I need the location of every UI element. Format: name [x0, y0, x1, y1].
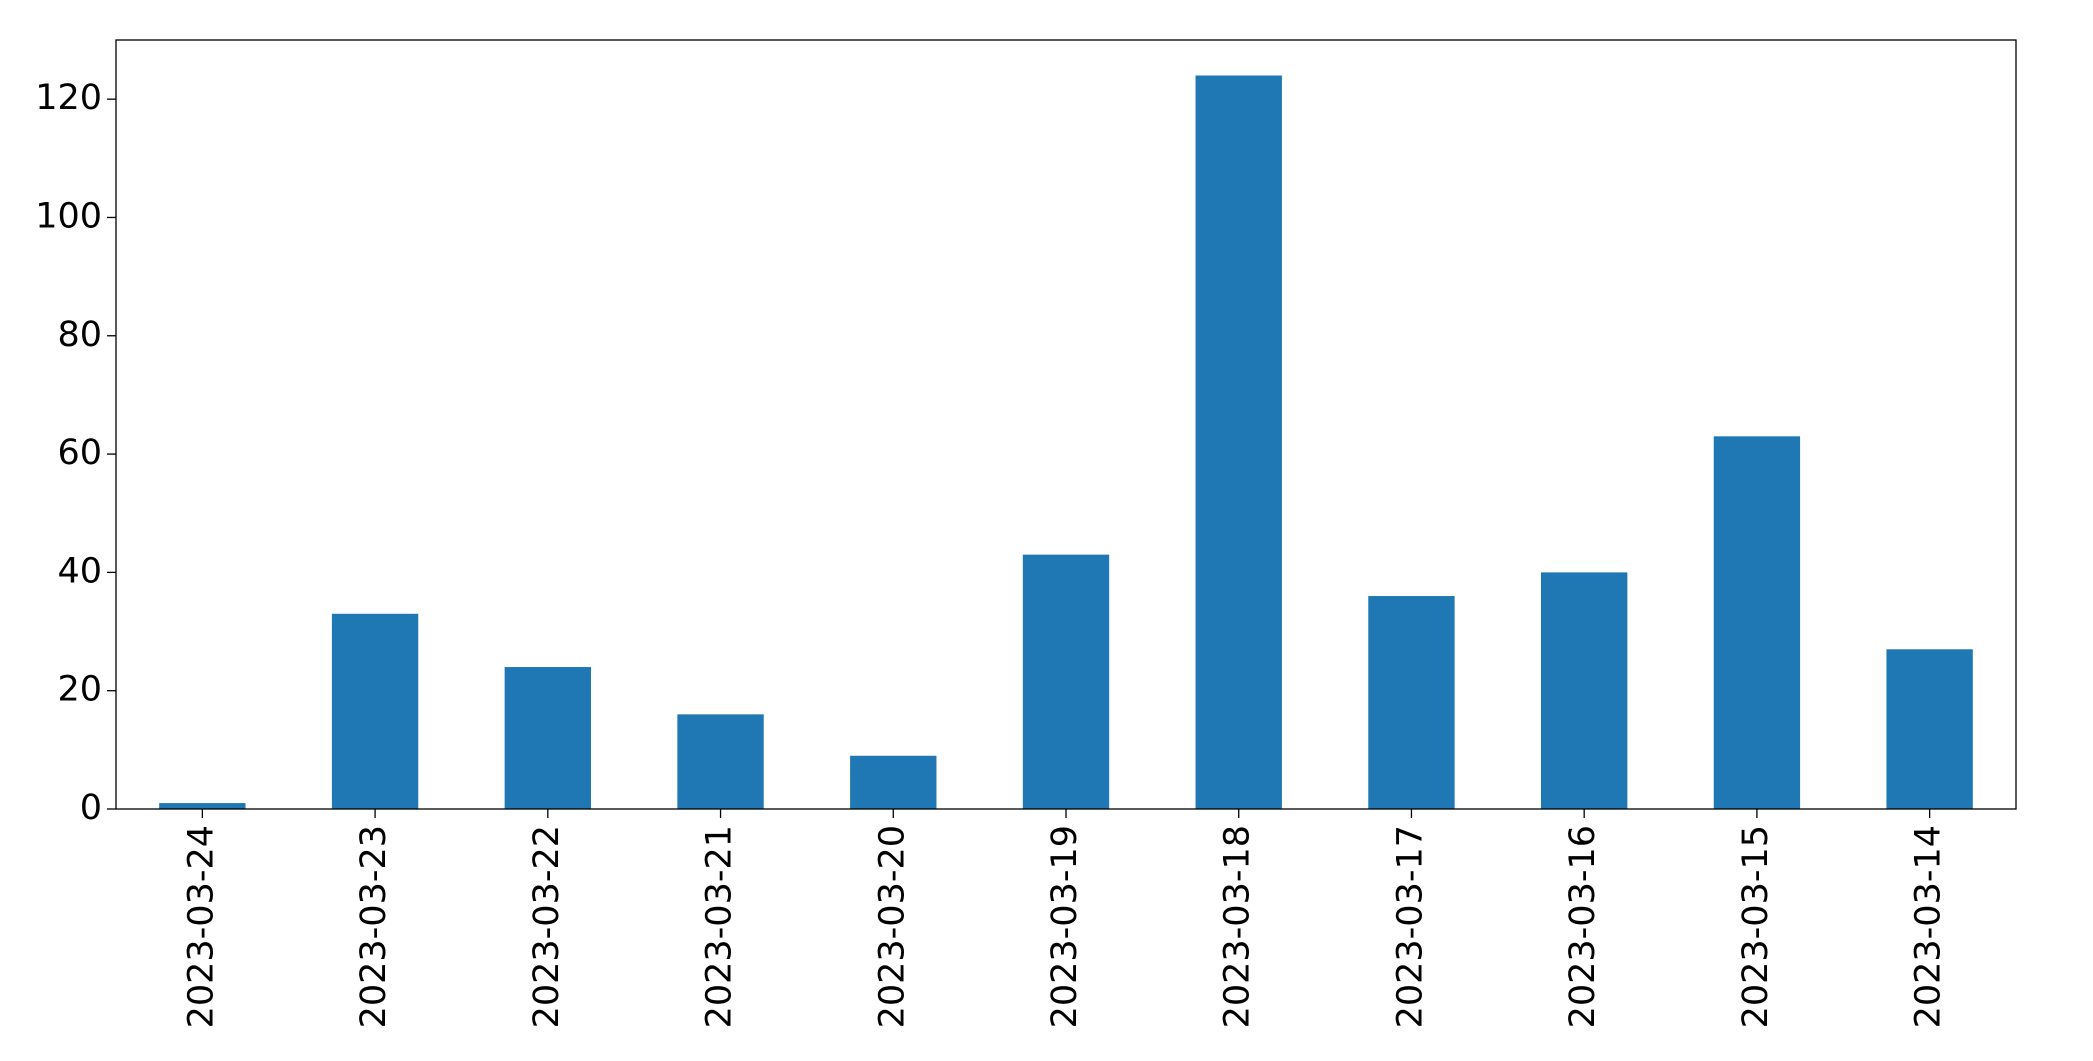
bar [159, 803, 246, 809]
y-tick-label: 100 [35, 196, 102, 236]
y-tick-label: 0 [80, 788, 102, 828]
x-tick-label: 2023-03-22 [527, 825, 567, 1028]
bar [1022, 554, 1110, 809]
bar [1886, 649, 1973, 809]
y-tick-label: 20 [57, 670, 102, 710]
bar [1368, 596, 1455, 809]
x-tick-label: 2023-03-16 [1563, 825, 1603, 1028]
x-tick-label: 2023-03-24 [181, 825, 221, 1028]
x-tick-label: 2023-03-23 [354, 825, 394, 1028]
plot-frame [115, 39, 2017, 810]
y-tick-label: 120 [35, 78, 102, 118]
bar [850, 755, 937, 809]
y-tick-label: 60 [57, 433, 102, 473]
x-tick-label: 2023-03-15 [1736, 825, 1776, 1028]
x-tick-label: 2023-03-20 [872, 825, 912, 1028]
bar [1195, 75, 1282, 809]
x-tick-label: 2023-03-19 [1045, 825, 1085, 1028]
y-tick-label: 80 [57, 315, 102, 355]
y-tick-label: 40 [57, 551, 102, 591]
bar [504, 667, 591, 809]
x-tick-label: 2023-03-17 [1390, 825, 1430, 1028]
x-tick-label: 2023-03-18 [1218, 825, 1258, 1028]
bar [1541, 572, 1628, 809]
bar [1713, 436, 1801, 809]
x-tick-label: 2023-03-21 [700, 825, 740, 1028]
bar [331, 613, 419, 809]
bar [677, 714, 764, 809]
x-tick-label: 2023-03-14 [1909, 825, 1949, 1028]
